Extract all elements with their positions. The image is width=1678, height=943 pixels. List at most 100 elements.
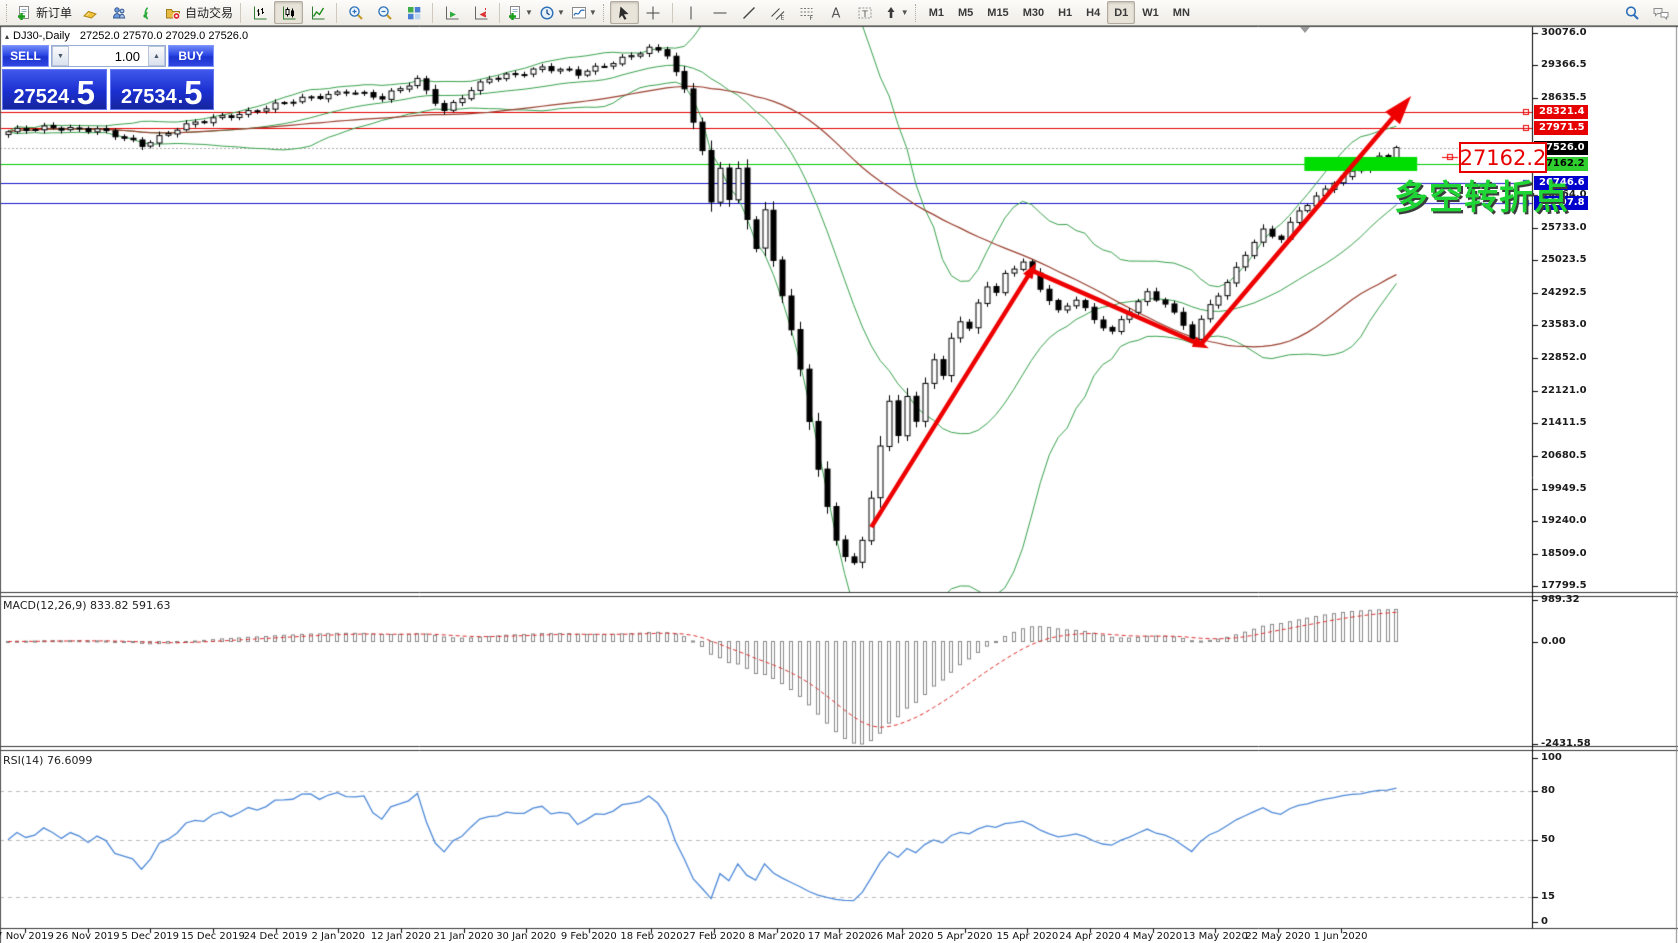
chart-shift-marker-icon[interactable] xyxy=(1300,27,1310,33)
zoom-out-icon xyxy=(377,5,393,21)
crosshair-tool-button[interactable] xyxy=(639,1,668,24)
timeframe-m1-button[interactable]: M1 xyxy=(928,6,944,19)
price-tick-label: 23583.0 xyxy=(1541,319,1587,331)
vertical-line-tool-button[interactable] xyxy=(677,1,706,24)
signals-button[interactable] xyxy=(133,1,162,24)
chat-button[interactable] xyxy=(1646,1,1675,24)
date-tick-label: 2 Jan 2020 xyxy=(311,931,366,942)
autotrade-button[interactable]: 自动交易 xyxy=(162,1,236,24)
arrows-tool-button[interactable]: ▼ xyxy=(880,1,912,24)
new-chart-button[interactable]: ▼ xyxy=(504,1,536,24)
timeframe-m5-button[interactable]: M5 xyxy=(958,6,974,19)
navigator-button[interactable] xyxy=(104,1,133,24)
date-tick-label: 26 Nov 2019 xyxy=(55,931,120,942)
chart-ohlc-values: 27252.0 27570.0 27029.0 27526.0 xyxy=(79,30,249,42)
date-tick-label: 8 Mar 2020 xyxy=(748,931,806,942)
chart-title-bar: ▴ DJ30-,Daily 27252.0 27570.0 27029.0 27… xyxy=(5,30,248,42)
tile-windows-button[interactable] xyxy=(399,1,428,24)
vertical-line-icon xyxy=(683,5,699,21)
templates-icon xyxy=(571,5,587,21)
macd-tick-label: -2431.58 xyxy=(1541,738,1591,749)
rsi-tick-label: 100 xyxy=(1541,752,1562,763)
rsi-label: RSI(14) 76.6099 xyxy=(3,754,93,767)
channel-tool-button[interactable]: E xyxy=(764,1,793,24)
buy-button[interactable]: BUY xyxy=(168,45,214,67)
auto-scroll-button[interactable] xyxy=(437,1,466,24)
price-tick-label: 24292.5 xyxy=(1541,287,1587,299)
timeframe-w1-button[interactable]: W1 xyxy=(1142,6,1159,19)
sell-price-frac: 5 xyxy=(76,73,96,111)
market-watch-button[interactable] xyxy=(75,1,104,24)
line-chart-icon xyxy=(310,5,326,21)
price-tick-label: 25733.0 xyxy=(1541,222,1587,234)
date-tick-label: 5 Apr 2020 xyxy=(936,931,993,942)
candlestick-chart-button[interactable] xyxy=(274,1,304,24)
templates-button[interactable]: ▼ xyxy=(568,1,600,24)
text-tool-button[interactable]: A xyxy=(822,1,851,24)
timeframe-d1-button[interactable]: D1 xyxy=(1107,1,1136,24)
search-button[interactable] xyxy=(1617,1,1646,24)
trendline-tool-button[interactable] xyxy=(735,1,764,24)
new-order-label: 新订单 xyxy=(36,6,73,20)
tile-windows-icon xyxy=(406,5,422,21)
horizontal-line-tool-button[interactable] xyxy=(706,1,735,24)
price-tick-label: 26464.0 xyxy=(1541,189,1587,200)
price-flag-label[interactable]: 27162.2 xyxy=(1459,142,1547,173)
zoom-out-button[interactable] xyxy=(370,1,399,24)
timeframe-h4-button[interactable]: H4 xyxy=(1086,6,1101,19)
volume-decrease-button[interactable]: ▼ xyxy=(52,46,69,66)
chart-shift-button[interactable] xyxy=(466,1,495,24)
date-tick-label: 21 Jan 2020 xyxy=(433,931,494,942)
date-tick-label: 24 Apr 2020 xyxy=(1059,931,1121,942)
price-tick-label: 21411.5 xyxy=(1541,416,1587,428)
svg-text:T: T xyxy=(862,9,869,19)
line-chart-button[interactable] xyxy=(303,1,332,24)
timeframe-toolbar: M1 M5 M15 M30 H1 H4 D1 W1 MN xyxy=(922,1,1197,24)
date-tick-label: 4 May 2020 xyxy=(1123,931,1183,942)
volume-spinner: ▼ 1.00 ▲ xyxy=(51,45,166,67)
collapse-marker-icon[interactable]: ▴ xyxy=(5,31,10,41)
volume-input[interactable]: 1.00 xyxy=(114,48,140,64)
toolbar-grip[interactable] xyxy=(6,3,10,22)
toolbar-separator xyxy=(671,2,673,23)
timeframe-h1-button[interactable]: H1 xyxy=(1058,6,1073,19)
toolbar-grip[interactable] xyxy=(602,3,607,22)
turning-point-text[interactable]: 多空转折点 xyxy=(1394,179,1569,217)
date-tick-label: 18 Feb 2020 xyxy=(620,931,683,942)
toolbar-grip[interactable] xyxy=(914,3,919,22)
cursor-icon xyxy=(616,5,632,21)
cursor-tool-button[interactable] xyxy=(609,1,639,24)
date-tick-label: 27 Feb 2020 xyxy=(682,931,746,942)
buy-price-display[interactable]: 27534 . 5 xyxy=(109,69,214,110)
timeframe-m15-button[interactable]: M15 xyxy=(987,6,1009,19)
price-badge: 27526.0 xyxy=(1534,140,1588,155)
date-tick-label: 9 Feb 2020 xyxy=(560,931,617,942)
text-label-tool-button[interactable]: T xyxy=(851,1,880,24)
buy-price-dot: . xyxy=(177,86,184,108)
market-watch-icon xyxy=(82,5,98,21)
bar-chart-button[interactable] xyxy=(245,1,274,24)
new-order-button[interactable]: 新订单 xyxy=(13,1,75,24)
price-badge: 27162.2 xyxy=(1534,156,1588,171)
toolbar-separator xyxy=(499,2,501,23)
price-badge: 26746.6 xyxy=(1534,175,1588,190)
date-tick-label: 7 Nov 2019 xyxy=(0,931,54,942)
sell-button[interactable]: SELL xyxy=(2,45,49,67)
price-tick-label: 18509.0 xyxy=(1541,547,1587,559)
price-tick-label: 22852.0 xyxy=(1541,352,1587,364)
date-tick-label: 26 Mar 2020 xyxy=(870,931,934,942)
sell-price-display[interactable]: 27524 . 5 xyxy=(2,69,107,110)
dropdown-caret-icon: ▼ xyxy=(588,8,597,17)
channel-icon: E xyxy=(770,5,786,21)
zoom-in-button[interactable] xyxy=(341,1,370,24)
date-tick-label: 13 May 2020 xyxy=(1182,931,1248,942)
timeframe-mn-button[interactable]: MN xyxy=(1172,6,1190,19)
text-label-icon: T xyxy=(857,5,873,21)
timeframe-m30-button[interactable]: M30 xyxy=(1022,6,1045,19)
volume-increase-button[interactable]: ▲ xyxy=(148,46,165,66)
profiles-button[interactable]: ▼ xyxy=(536,1,568,24)
price-tick-label: 25023.5 xyxy=(1541,254,1587,266)
fibonacci-tool-button[interactable]: F xyxy=(793,1,822,24)
rsi-tick-label: 0 xyxy=(1541,915,1548,927)
